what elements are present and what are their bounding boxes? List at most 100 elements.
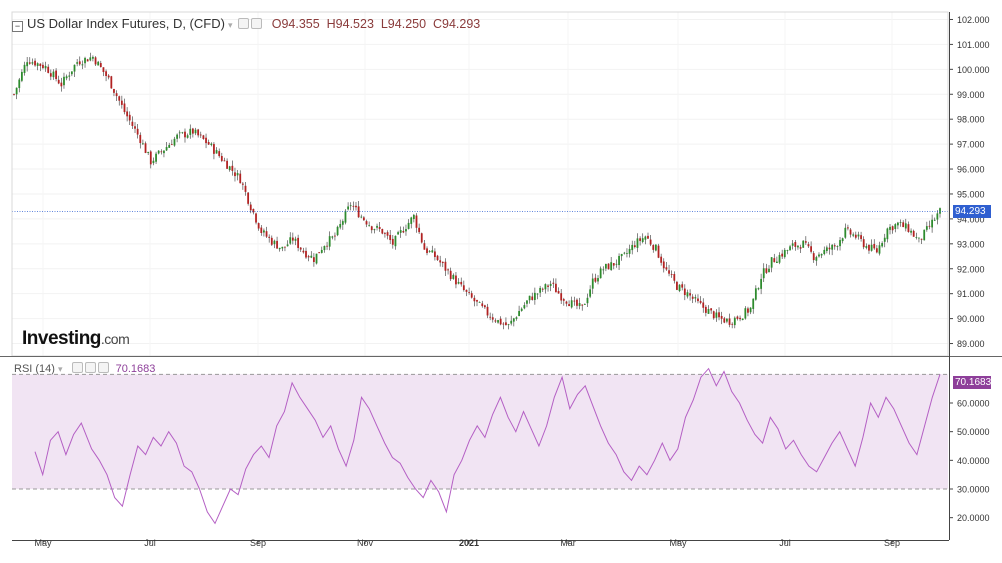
candle-body (410, 217, 413, 224)
candle-body (134, 126, 136, 129)
candle-body (610, 262, 613, 271)
candle-body (412, 214, 415, 219)
candle-body (455, 275, 457, 285)
candle-body (236, 173, 239, 176)
candle-body (391, 238, 394, 245)
rsi-value-tag: 70.1683 (953, 376, 992, 389)
candle-body (891, 226, 894, 231)
candle-body (94, 57, 97, 65)
candle-body (255, 213, 257, 223)
candle-body (326, 245, 328, 247)
candle-body (460, 281, 463, 285)
candle-body (912, 230, 915, 237)
rsi-label[interactable]: RSI (14) (14, 363, 55, 375)
candle-body (633, 245, 636, 248)
candle-body (365, 221, 368, 225)
settings-icon[interactable] (71, 362, 83, 373)
candle-body (394, 235, 397, 247)
candle-body (878, 245, 881, 254)
candle-body (562, 299, 565, 301)
candle-body (39, 63, 42, 66)
rsi-line-group[interactable] (34, 367, 941, 525)
candle-body (415, 215, 418, 228)
eye-icon[interactable] (251, 18, 263, 29)
candle-body (526, 300, 528, 304)
rsi-value: 70.1683 (115, 363, 156, 375)
candle-body (407, 222, 410, 229)
candle-body (939, 208, 941, 214)
candle-body (123, 103, 126, 113)
time-axis[interactable]: May Jul Sep Nov 2021 Mar May Jul Sep (34, 538, 900, 548)
candle-body (328, 236, 331, 247)
candle-body (252, 208, 255, 213)
candle-body (334, 235, 336, 237)
candle-body (270, 237, 273, 245)
rsi-axis[interactable]: 20.0000 30.0000 40.0000 50.0000 60.0000 (949, 399, 990, 524)
candle-body (249, 204, 252, 211)
candle-body (757, 288, 760, 290)
candle-body (199, 134, 202, 136)
close-icon[interactable] (97, 362, 109, 373)
dropdown-icon[interactable]: ▾ (57, 364, 63, 374)
candle-body (802, 240, 805, 248)
settings-icon[interactable] (238, 18, 250, 29)
candle-body (23, 64, 26, 73)
candle-body (815, 257, 818, 261)
rsi-line (34, 367, 941, 525)
candle-body (854, 234, 857, 238)
candle-body (197, 129, 200, 136)
candle-body (549, 283, 552, 286)
candle-body (697, 298, 699, 302)
candle-body (97, 61, 100, 66)
candle-body (531, 296, 534, 300)
candle-body (70, 71, 73, 75)
candle-body (331, 236, 334, 238)
time-tick-label: Jul (779, 538, 791, 548)
candle-body (773, 258, 776, 263)
instrument-title[interactable]: US Dollar Index Futures, D, (CFD) (27, 16, 225, 31)
candle-body (931, 219, 934, 228)
rsi-header[interactable]: RSI (14) ▾ 70.1683 (14, 362, 155, 375)
candle-body (360, 216, 363, 218)
candle-body (915, 237, 918, 238)
collapse-icon[interactable]: − (12, 21, 23, 32)
candle-body (191, 128, 194, 134)
candle-body (831, 244, 834, 250)
candle-body (739, 317, 741, 320)
chart-header[interactable]: − US Dollar Index Futures, D, (CFD) ▾ O94.… (12, 16, 480, 32)
dropdown-icon[interactable]: ▾ (227, 20, 233, 30)
candle-body (110, 76, 113, 89)
candle-body (618, 255, 620, 266)
candle-body (273, 240, 276, 245)
eye-icon[interactable] (84, 362, 96, 373)
candle-body (518, 311, 520, 317)
candle-body (439, 260, 442, 263)
candle-body (26, 62, 29, 67)
price-tick-label: 98.000 (957, 115, 985, 125)
price-axis[interactable]: 89.000 90.000 91.000 92.000 93.000 94.000 95.0… (949, 15, 990, 349)
candle-body (228, 166, 231, 171)
candle-body (168, 144, 171, 148)
candle-body (762, 268, 765, 279)
candle-body (105, 71, 107, 76)
candle-body (489, 316, 492, 318)
candle-body (741, 318, 744, 321)
candle-body (165, 146, 168, 151)
candle-body (494, 320, 497, 322)
candle-body (173, 138, 176, 146)
candle-body (76, 62, 79, 64)
candle-body (428, 251, 431, 252)
candle-body (925, 226, 928, 230)
candle-body (933, 219, 936, 221)
candle-body (247, 192, 250, 204)
candle-body (899, 222, 902, 223)
candle-body (157, 150, 160, 154)
candle-body (207, 142, 210, 145)
close-value: C94.293 (433, 17, 481, 31)
candle-body (497, 320, 499, 323)
candle-body (786, 250, 789, 251)
rsi-tick-label: 30.0000 (957, 485, 990, 495)
candle-body (18, 79, 21, 89)
price-candles[interactable] (12, 52, 949, 330)
candle-body (215, 150, 218, 154)
